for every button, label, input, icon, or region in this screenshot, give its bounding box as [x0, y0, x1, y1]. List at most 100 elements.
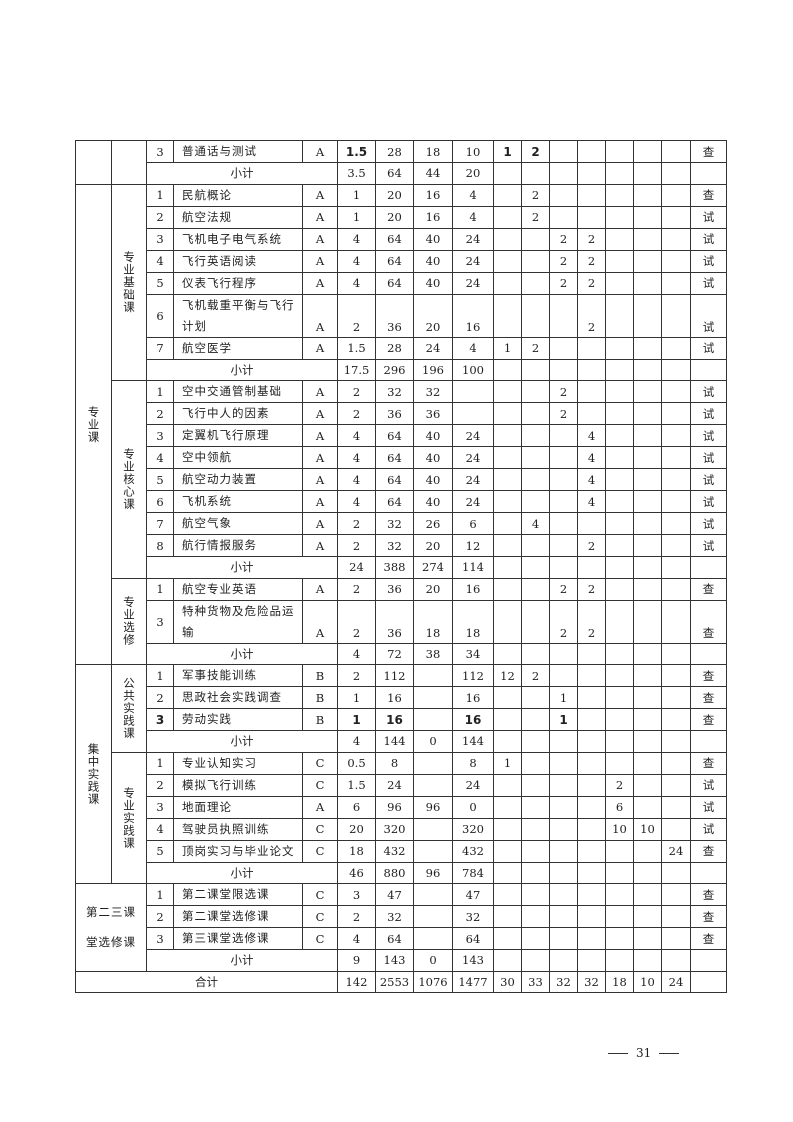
semester-hours: [493, 490, 522, 513]
exam-type: 查: [690, 839, 727, 863]
category-cell: [75, 140, 112, 185]
course-name: 飞机电子电气系统: [173, 227, 303, 251]
course-practice: 16: [452, 686, 494, 709]
course-name: 驾驶员执照训练: [173, 817, 303, 841]
course-credits: 1: [337, 183, 376, 207]
table-row: 8 航行情报服务 A 2 32 20 12 2 试: [76, 534, 727, 557]
exam-type: 试: [690, 271, 727, 295]
subtotal-credits: 24: [337, 556, 376, 579]
table-row: 4 驾驶员执照训练 C 20 320 320 10 10 试: [76, 817, 727, 841]
semester-hours: [549, 490, 578, 513]
empty-cell: [521, 949, 550, 972]
semester-hours: [605, 227, 634, 251]
course-theory: 40: [413, 249, 453, 273]
subtotal-label: 小计: [146, 949, 338, 972]
semester-hours: [605, 534, 634, 557]
table-row: 2 模拟飞行训练 C 1.5 24 24 2 试: [76, 773, 727, 797]
semester-hours: [633, 839, 662, 863]
semester-hours: [577, 512, 606, 535]
semester-hours: [493, 577, 522, 601]
empty-cell: [605, 642, 634, 665]
course-name: 民航概论: [173, 183, 303, 207]
course-total: 112: [375, 664, 414, 687]
semester-hours: [605, 599, 634, 644]
semester-hours: [521, 249, 550, 273]
footer-dash-left: [608, 1052, 628, 1054]
table-row: 2 航空法规 A 1 20 16 4 2 试: [76, 205, 727, 229]
semester-hours: [549, 446, 578, 469]
course-credits: 4: [337, 468, 376, 491]
semester-hours: 2: [549, 380, 578, 403]
course-name: 地面理论: [173, 795, 303, 819]
empty-cell: [577, 358, 606, 381]
course-practice: 24: [452, 271, 494, 295]
course-total: 24: [375, 773, 414, 797]
course-name: 思政社会实践调查: [173, 686, 303, 709]
course-type: A: [302, 183, 338, 207]
subtotal-practice: 34: [452, 642, 494, 665]
semester-hours: 10: [605, 817, 634, 841]
course-practice: 24: [452, 227, 494, 251]
subtotal-row: 小计 17.5 296 196 100: [76, 358, 727, 381]
exam-type: 查: [690, 664, 727, 687]
empty-cell: [633, 949, 662, 972]
course-type: A: [302, 795, 338, 819]
course-practice: 10: [452, 140, 494, 163]
course-type: C: [302, 883, 338, 906]
course-number: 1: [146, 664, 174, 687]
semester-hours: [633, 577, 662, 601]
semester-hours: [493, 534, 522, 557]
subtotal-total: 64: [375, 162, 414, 185]
semester-hours: [605, 839, 634, 863]
course-type: A: [302, 534, 338, 557]
semester-hours: [521, 271, 550, 295]
table-row: 2 思政社会实践调查 B 1 16 16 1 查: [76, 686, 727, 709]
semester-hours: [633, 336, 662, 360]
course-total: 64: [375, 424, 414, 447]
course-total: 32: [375, 380, 414, 403]
grand-total-semester: 32: [549, 970, 578, 993]
course-theory: 18: [413, 140, 453, 163]
semester-hours: 4: [521, 512, 550, 535]
table-row: 6 飞机系统 A 4 64 40 24 4 试: [76, 490, 727, 513]
course-number: 1: [146, 380, 174, 403]
course-practice: 112: [452, 664, 494, 687]
semester-hours: 10: [633, 817, 662, 841]
empty-cell: [521, 358, 550, 381]
course-number: 6: [146, 490, 174, 513]
semester-hours: 4: [577, 490, 606, 513]
subtotal-theory: 196: [413, 358, 453, 381]
semester-hours: [493, 795, 522, 819]
course-practice: 24: [452, 249, 494, 273]
semester-hours: 2: [577, 293, 606, 338]
course-type: A: [302, 249, 338, 273]
course-type: C: [302, 773, 338, 797]
semester-hours: [549, 293, 578, 338]
course-credits: 1.5: [337, 140, 376, 163]
course-practice: 4: [452, 205, 494, 229]
course-theory: 40: [413, 424, 453, 447]
semester-hours: [605, 183, 634, 207]
semester-hours: [605, 336, 634, 360]
course-total: 16: [375, 686, 414, 709]
empty-cell: [577, 949, 606, 972]
course-type: A: [302, 402, 338, 425]
semester-hours: [577, 883, 606, 906]
course-total: 20: [375, 205, 414, 229]
course-total: 320: [375, 817, 414, 841]
subtotal-credits: 9: [337, 949, 376, 972]
empty-cell: [633, 642, 662, 665]
page-number: 31: [636, 1046, 652, 1060]
empty-cell: [661, 358, 691, 381]
semester-hours: 2: [549, 249, 578, 273]
grand-total-semester: 24: [661, 970, 691, 993]
subtotal-label: 小计: [146, 358, 338, 381]
subtotal-practice: 114: [452, 556, 494, 579]
semester-hours: [605, 708, 634, 731]
semester-hours: [661, 599, 691, 644]
semester-hours: [661, 883, 691, 906]
grand-total-semester: 30: [493, 970, 522, 993]
semester-hours: [605, 446, 634, 469]
semester-hours: [605, 490, 634, 513]
course-number: 5: [146, 468, 174, 491]
